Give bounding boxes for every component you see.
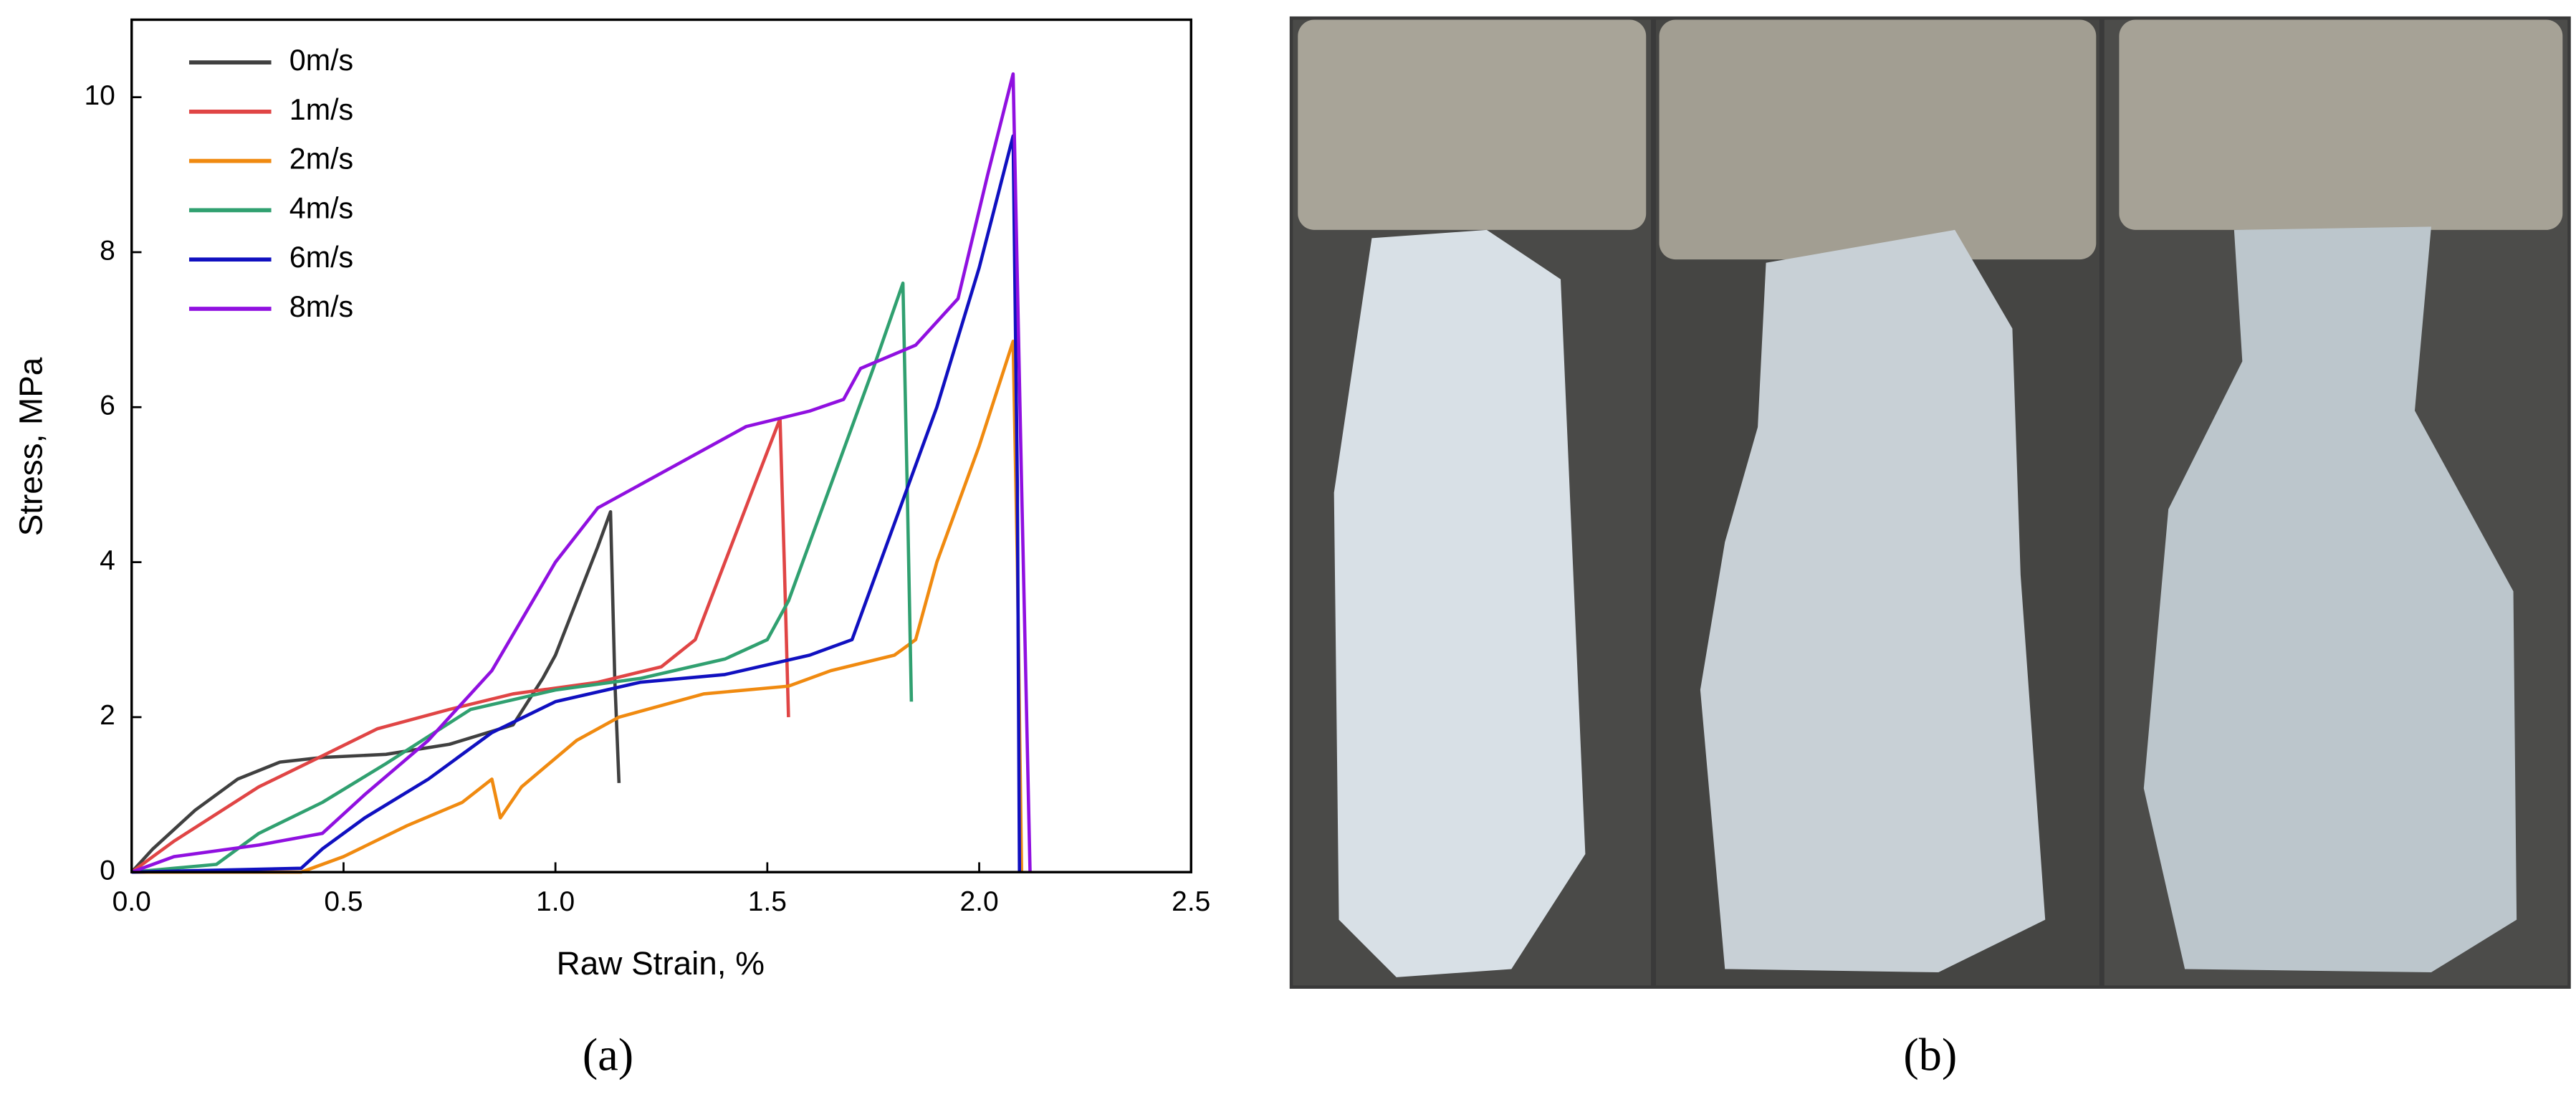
platen [2119, 19, 2563, 230]
x-tick-label: 2.0 [959, 886, 998, 917]
series-line [131, 281, 914, 874]
legend-label: 2m/s [289, 143, 353, 176]
panel-label: (a) [583, 1029, 633, 1080]
y-tick-label: 8 [100, 235, 115, 266]
x-tick-label: 0.0 [112, 886, 151, 917]
y-tick-label: 10 [84, 80, 115, 111]
series-line [130, 72, 1032, 874]
y-tick-label: 0 [100, 856, 115, 886]
plot-frame [130, 18, 1192, 873]
series-line [130, 509, 621, 873]
y-tick-label: 4 [100, 545, 115, 576]
x-axis-label: Raw Strain, % [557, 945, 765, 982]
platen [1659, 19, 2097, 260]
y-axis-label: Stress, MPa [12, 357, 49, 536]
series-line [131, 340, 1023, 874]
legend-label: 1m/s [289, 93, 353, 126]
panel-label: (b) [1903, 1029, 1957, 1080]
y-tick-label: 2 [100, 700, 115, 731]
x-tick-label: 0.5 [324, 886, 363, 917]
ice-sample [1700, 229, 2046, 973]
ice-sample [2143, 226, 2517, 973]
legend-label: 0m/s [289, 44, 353, 77]
platen [1298, 19, 1647, 230]
y-tick-label: 6 [100, 390, 115, 421]
legend-label: 4m/s [289, 191, 353, 224]
series-line [130, 417, 790, 874]
x-tick-label: 1.5 [748, 886, 787, 917]
legend-label: 6m/s [289, 241, 353, 274]
photo-panel [1289, 16, 2571, 989]
x-tick-label: 2.5 [1172, 886, 1210, 917]
legend-label: 8m/s [289, 290, 353, 323]
series-line [131, 134, 1022, 874]
ice-sample [1334, 229, 1586, 977]
x-tick-label: 1.0 [536, 886, 575, 917]
